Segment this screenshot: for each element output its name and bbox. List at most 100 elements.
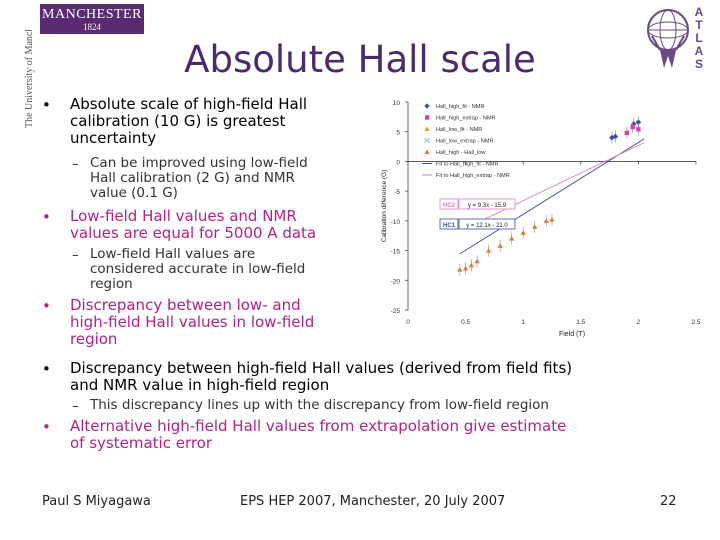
sub-bullet-line: Low-field Hall values are <box>90 246 256 262</box>
manchester-logo: MANCHESTER 1824 <box>40 4 144 34</box>
bullet-line: Absolute scale of high-field Hall <box>70 95 308 113</box>
legend-swatch <box>424 149 430 154</box>
legend-swatch <box>425 115 430 120</box>
university-text: The University of Manchester <box>24 30 35 128</box>
dash-icon: – <box>72 247 79 263</box>
y-tick-label: -10 <box>391 219 401 226</box>
calibration-chart: 10 5 0 -5 -10 -15 -20 -25 0 0.5 1 1.5 2 2.5 Field (T) C… <box>381 100 701 338</box>
footer-page-number: 22 <box>660 494 677 509</box>
sub-bullet-line: This discrepancy lines up with the discr… <box>90 397 549 413</box>
x-tick-label: 2.5 <box>691 319 700 326</box>
y-tick-label: -15 <box>391 249 401 256</box>
bullet-line: Discrepancy between low- and <box>70 296 301 314</box>
sub-bullet-text: Can be improved using low-field Hall cal… <box>90 156 308 201</box>
x-tick-label: 1 <box>521 319 525 326</box>
bullet-line: region <box>70 330 118 348</box>
y-tick-label: 0 <box>396 159 400 166</box>
fit-label-name: HC1 <box>443 223 456 229</box>
y-tick-label: -5 <box>394 189 400 196</box>
manchester-logo-text: MANCHESTER <box>42 7 142 22</box>
legend-label: Hall_high_extrap - NMR <box>436 116 496 122</box>
legend-swatch <box>424 103 430 109</box>
legend-label: Fit to Hall_high_fit - NMR <box>436 162 498 168</box>
dash-icon: – <box>72 156 79 172</box>
bullet-dot-icon: • <box>42 360 51 378</box>
data-point <box>486 247 492 253</box>
legend-label: Hall_high_fit - NMR <box>436 104 485 110</box>
bullet-dot-icon: • <box>42 96 51 114</box>
x-tick-label: 0 <box>406 319 410 326</box>
data-point <box>457 266 463 272</box>
data-point <box>497 243 503 248</box>
sub-bullet-line: value (0.1 G) <box>90 185 178 201</box>
bullet-line: calibration (10 G) is greatest <box>70 112 286 130</box>
fit-equation-text: y = 9.3x - 15.9 <box>468 203 507 209</box>
atlas-letter: A <box>694 5 704 19</box>
bullet-line: Low-field Hall values and NMR <box>70 207 297 225</box>
fit-equation-text: y = 12.1x - 21.0 <box>466 223 508 229</box>
bullet-text: Alternative high-field Hall values from … <box>70 418 566 452</box>
data-point <box>463 265 469 271</box>
atlas-letter: T <box>695 18 703 32</box>
fit-equation-box <box>458 198 516 210</box>
legend: Hall_high_fit - NMR Hall_high_extrap - NM… <box>422 103 510 179</box>
sub-bullet-line: Hall calibration (2 G) and NMR <box>90 170 295 186</box>
bullet-dot-icon: • <box>42 208 51 226</box>
fit-line <box>459 138 645 255</box>
bullet-line: and NMR value in high-field region <box>70 376 330 394</box>
y-tick-label: -20 <box>391 278 401 285</box>
bullet-line: uncertainty <box>70 129 157 147</box>
footer-author: Paul S Miyagawa <box>42 494 151 509</box>
data-point <box>549 217 555 222</box>
x-tick-label: 2 <box>637 319 641 326</box>
fit-line <box>476 142 645 224</box>
bullet-text: Discrepancy between low- and high-field … <box>70 297 314 348</box>
data-point <box>520 230 526 235</box>
dash-icon: – <box>72 398 79 414</box>
manchester-logo-year: 1824 <box>83 22 101 32</box>
bullet-text: Absolute scale of high-field Hall calibr… <box>70 96 307 147</box>
bullet-line: high-field Hall values in low-field <box>70 313 315 331</box>
atlas-letter: L <box>695 31 703 45</box>
data-point <box>612 133 619 140</box>
data-point <box>509 236 515 241</box>
bullet-line: of systematic error <box>70 434 213 452</box>
y-tick-label: -25 <box>391 308 401 315</box>
atlas-letter: S <box>694 57 703 71</box>
y-tick-label: 10 <box>393 100 401 107</box>
fit-label-box: HC2 y = 9.3x - 15.9 <box>439 198 516 210</box>
atlas-letter: A <box>694 44 704 58</box>
y-tick-label: 5 <box>396 130 400 137</box>
fit-equation-box <box>458 218 516 230</box>
bullet-dot-icon: • <box>42 297 51 315</box>
data-point <box>624 130 630 136</box>
data-point <box>532 224 538 229</box>
data-point <box>474 258 480 264</box>
data-point <box>635 119 642 126</box>
university-name-text: The University of Manchester <box>24 30 35 128</box>
sub-bullet-text: This discrepancy lines up with the discr… <box>90 398 549 413</box>
data-point <box>468 262 474 268</box>
page-title: Absolute Hall scale <box>184 38 536 81</box>
fit-label-name: HC2 <box>443 203 456 209</box>
x-axis-label: Field (T) <box>559 331 585 338</box>
footer-event: EPS HEP 2007, Manchester, 20 July 2007 <box>240 494 506 509</box>
fit-label-tag <box>439 198 459 210</box>
legend-swatch <box>424 126 430 131</box>
data-point <box>636 127 641 132</box>
x-tick-label: 1.5 <box>576 319 585 326</box>
legend-label: Hall_low_extrap - NMR <box>436 139 494 145</box>
bullet-line: Discrepancy between high-field Hall valu… <box>70 359 573 377</box>
fit-label-tag <box>439 218 459 230</box>
bullet-dot-icon: • <box>42 418 51 436</box>
sub-bullet-line: considered accurate in low-field <box>90 261 306 277</box>
data-point <box>630 124 635 130</box>
data-point <box>543 218 549 223</box>
fit-label-box: HC1 y = 12.1x - 21.0 <box>439 218 516 230</box>
atlas-logo-icon <box>647 9 689 68</box>
bullet-text: Low-field Hall values and NMR values are… <box>70 208 316 242</box>
x-tick-label: 0.5 <box>461 319 470 326</box>
sub-bullet-line: Can be improved using low-field <box>90 155 308 171</box>
bullet-line: values are equal for 5000 A data <box>70 224 317 242</box>
atlas-letters: A T L A S <box>688 6 710 71</box>
